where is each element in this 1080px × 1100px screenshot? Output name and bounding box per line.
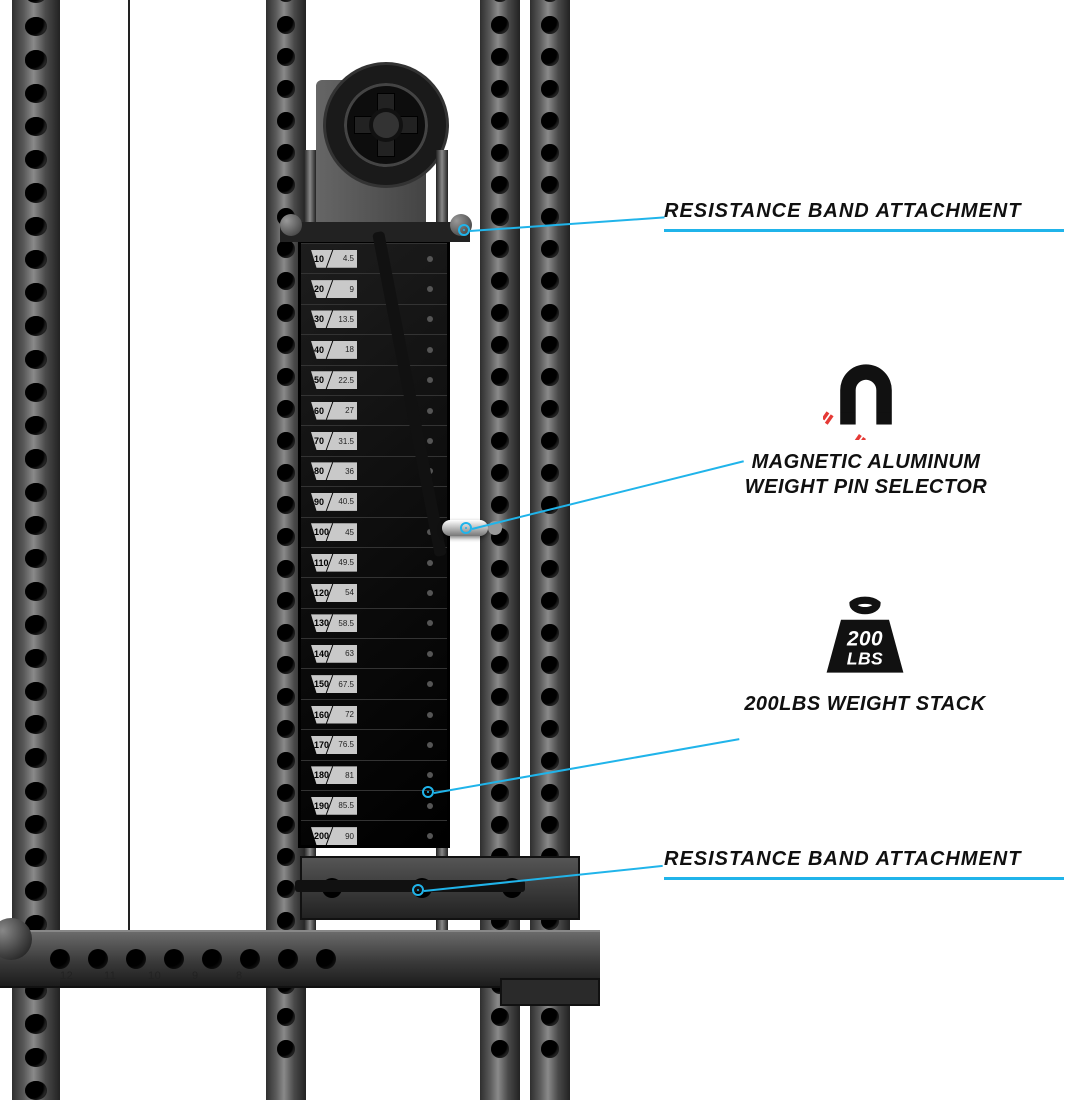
feature-weight: 200 LBS 200LBS WEIGHT STACK [730, 596, 1000, 717]
feature-line: MAGNETIC ALUMINUM [736, 450, 996, 475]
weight-plate: 20090 [301, 820, 447, 850]
svg-text:200: 200 [846, 627, 883, 650]
weight-plate: 17076.5 [301, 729, 447, 759]
weight-plate: 3013.5 [301, 304, 447, 334]
weight-plate: 15067.5 [301, 668, 447, 698]
callout-label: RESISTANCE BAND ATTACHMENT [664, 200, 1021, 222]
leader-dot [422, 786, 434, 798]
weight-plate: 12054 [301, 577, 447, 607]
weight-plate: 13058.5 [301, 608, 447, 638]
weight-plate: 14063 [301, 638, 447, 668]
feature-line: WEIGHT PIN SELECTOR [736, 475, 996, 500]
weight-stack: 104.52093013.540185022.560277031.5803690… [298, 240, 450, 848]
weight-plate: 16072 [301, 699, 447, 729]
callout-resistance-bottom: RESISTANCE BAND ATTACHMENT [664, 848, 1064, 880]
band-attach-bottom-bar [295, 880, 525, 892]
leader-dot [412, 884, 424, 896]
weight-plate: 6027 [301, 395, 447, 425]
callout-resistance-top: RESISTANCE BAND ATTACHMENT [664, 200, 1064, 232]
weight-plate: 11049.5 [301, 547, 447, 577]
leader-dot [460, 522, 472, 534]
cable [128, 0, 130, 980]
feature-line: 200LBS WEIGHT STACK [730, 692, 1000, 717]
weight-plate: 4018 [301, 334, 447, 364]
feature-magnet: MAGNETIC ALUMINUM WEIGHT PIN SELECTOR [736, 354, 996, 500]
weight-plate: 209 [301, 273, 447, 303]
band-attach-top-left [280, 214, 302, 236]
weight-plate: 10045 [301, 517, 447, 547]
pulley-wheel-icon [326, 65, 446, 185]
callout-label: RESISTANCE BAND ATTACHMENT [664, 848, 1021, 870]
svg-text:LBS: LBS [847, 649, 883, 669]
kettlebell-weight-icon: 200 LBS [817, 596, 913, 682]
weight-plate: 5022.5 [301, 365, 447, 395]
foot-plate [500, 978, 600, 1006]
leader-dot [458, 224, 470, 236]
magnet-icon [823, 354, 909, 440]
